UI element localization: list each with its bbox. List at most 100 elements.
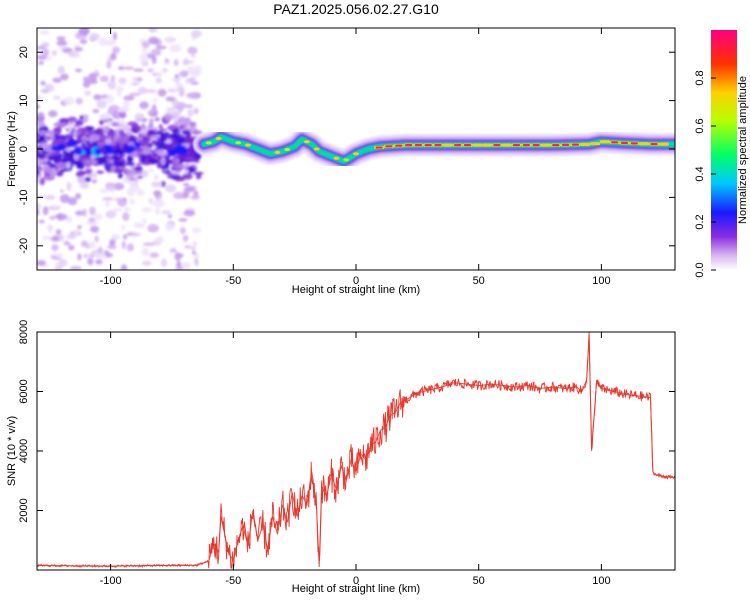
noise-blob — [145, 153, 153, 161]
spectrogram-noise-blobs — [37, 28, 204, 270]
noise-blob — [86, 220, 98, 226]
x-tick-label: 50 — [473, 575, 485, 587]
noise-blob — [147, 68, 154, 73]
snr-y-axis-label: SNR (10 * v/v) — [6, 416, 18, 486]
noise-blob — [43, 41, 50, 48]
noise-blob — [117, 135, 129, 145]
noise-blob — [131, 77, 142, 81]
noise-hotspot — [134, 141, 141, 149]
noise-blob — [74, 68, 83, 73]
noise-blob — [183, 192, 190, 198]
noise-blob — [170, 110, 182, 118]
noise-blob — [121, 240, 126, 250]
noise-blob — [139, 53, 149, 63]
snr-x-ticks: -100 -50 0 50 100 — [100, 332, 611, 587]
noise-blob — [171, 128, 180, 133]
noise-blob — [129, 198, 135, 205]
noise-blob — [49, 135, 55, 141]
noise-blob — [66, 181, 72, 191]
colorbar-tick-label: 0.4 — [694, 166, 706, 181]
noise-blob — [136, 189, 145, 196]
noise-blob — [79, 115, 84, 121]
noise-blob — [148, 28, 157, 33]
noise-blob — [126, 169, 137, 177]
noise-blob — [98, 37, 108, 47]
noise-blob — [141, 48, 148, 53]
noise-blob — [172, 99, 178, 108]
band-core-spot — [343, 158, 350, 162]
noise-blob — [74, 47, 83, 52]
noise-blob — [75, 193, 82, 200]
colorbar-tick-label: 0.8 — [694, 70, 706, 85]
noise-blob — [131, 232, 141, 237]
noise-blob — [148, 124, 153, 128]
noise-blob — [65, 162, 71, 169]
noise-hotspot — [105, 146, 114, 152]
noise-blob — [158, 124, 163, 130]
noise-blob — [169, 44, 182, 53]
noise-blob — [185, 156, 195, 161]
noise-blob — [42, 206, 49, 216]
noise-blob — [89, 33, 100, 41]
noise-blob — [41, 235, 52, 241]
x-tick-label: 0 — [353, 575, 359, 587]
noise-blob — [67, 116, 77, 123]
noise-blob — [48, 168, 57, 178]
noise-blob — [104, 125, 110, 134]
noise-blob — [146, 89, 157, 94]
noise-blob — [173, 136, 179, 142]
noise-hotspot — [175, 146, 188, 155]
spectrogram-x-axis-label: Height of straight line (km) — [292, 284, 420, 296]
colorbar-tick-label: 0.0 — [694, 262, 706, 277]
band-core-spot — [245, 143, 251, 147]
noise-blob — [77, 163, 85, 170]
noise-blob — [37, 112, 45, 119]
noise-blob — [37, 177, 40, 184]
noise-blob — [178, 218, 188, 222]
noise-blob — [91, 141, 97, 149]
noise-blob — [40, 80, 46, 86]
noise-blob — [91, 179, 98, 184]
noise-hotspot — [73, 147, 83, 155]
noise-blob — [153, 190, 162, 197]
noise-blob — [93, 94, 102, 101]
noise-hotspot — [94, 148, 102, 155]
noise-blob — [87, 126, 95, 130]
noise-blob — [170, 132, 182, 139]
noise-blob — [54, 252, 64, 258]
noise-blob — [117, 198, 127, 207]
noise-blob — [126, 154, 133, 163]
noise-blob — [165, 36, 175, 44]
noise-blob — [183, 182, 190, 187]
noise-blob — [38, 154, 47, 160]
noise-blob — [187, 109, 194, 117]
noise-blob — [75, 97, 83, 105]
noise-blob — [75, 210, 85, 216]
noise-blob — [193, 65, 202, 72]
noise-blob — [191, 251, 196, 255]
noise-blob — [122, 212, 130, 222]
x-tick-label: -50 — [225, 275, 241, 287]
noise-blob — [51, 205, 62, 209]
noise-blob — [82, 76, 90, 81]
x-tick-label: -100 — [100, 575, 122, 587]
noise-blob — [59, 194, 70, 204]
noise-blob — [159, 128, 168, 132]
noise-blob — [37, 120, 46, 128]
noise-blob — [191, 245, 196, 252]
band-core-spot — [284, 147, 291, 152]
noise-blob — [112, 46, 121, 54]
noise-blob — [149, 252, 159, 258]
noise-blob — [149, 158, 160, 164]
noise-blob — [107, 244, 117, 250]
y-tick-label: -10 — [18, 189, 30, 205]
noise-blob — [123, 95, 135, 101]
colorbar: 0.0 0.2 0.4 0.6 0.8 Normalized spectral ampl… — [694, 30, 749, 278]
noise-blob — [107, 80, 117, 90]
noise-blob — [139, 129, 148, 134]
noise-blob — [88, 241, 97, 249]
noise-blob — [120, 225, 126, 230]
noise-blob — [120, 264, 128, 270]
band-core-spot — [333, 156, 340, 160]
